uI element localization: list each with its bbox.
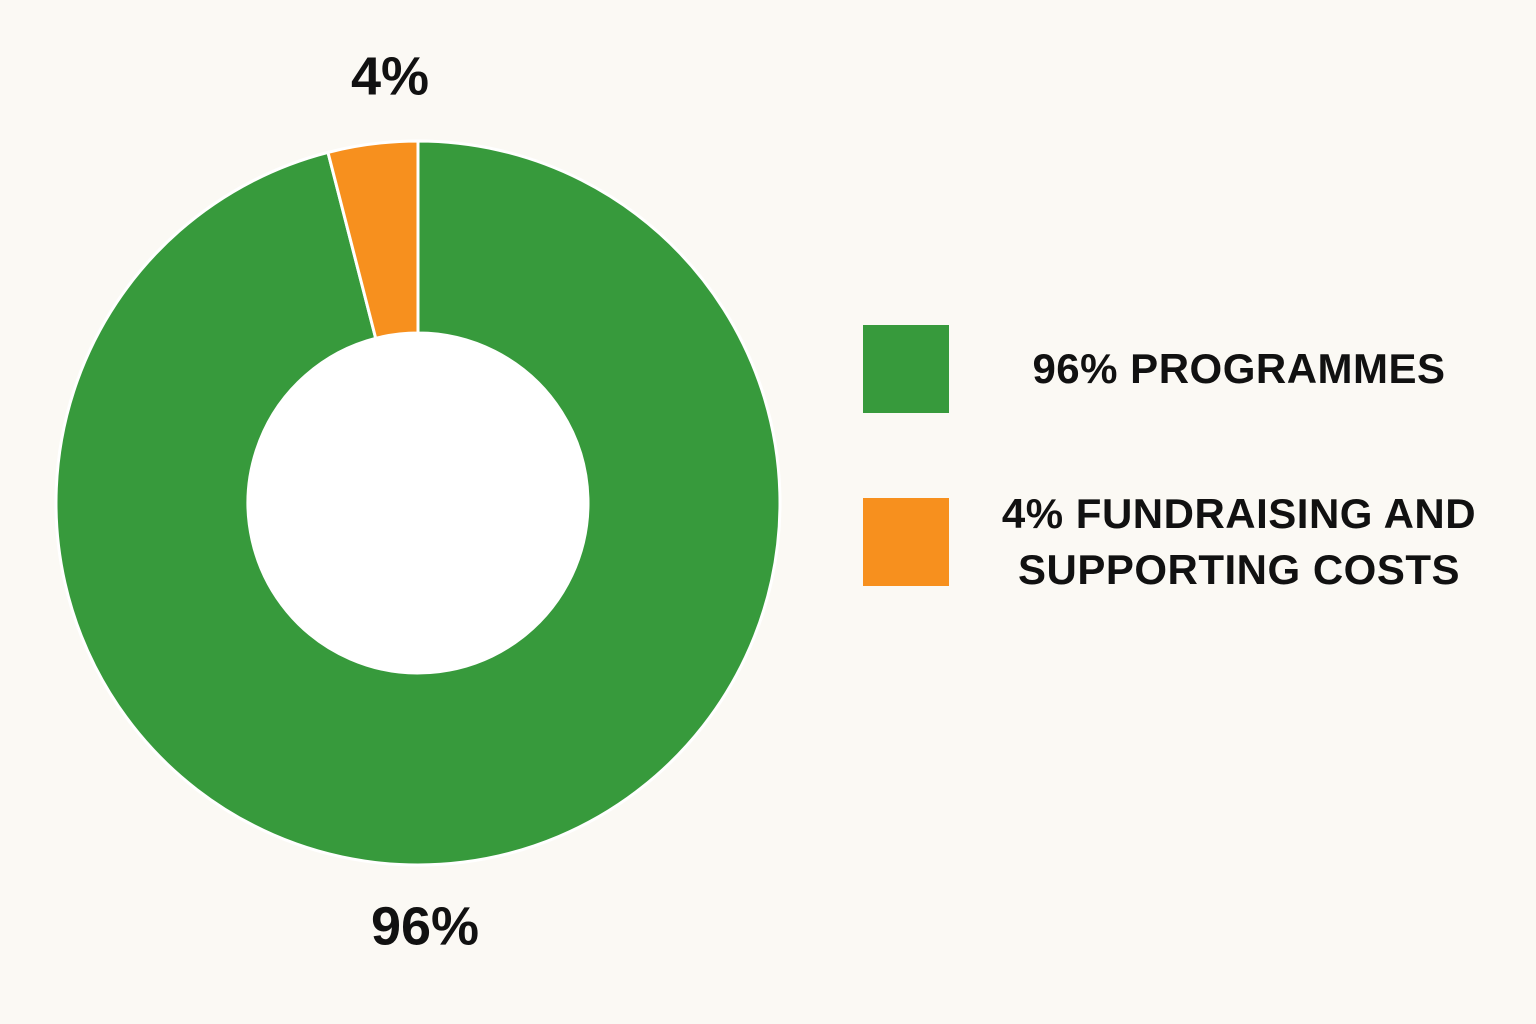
legend-swatch — [863, 325, 949, 413]
legend-swatch — [863, 498, 949, 586]
value-label: 4% — [351, 46, 429, 106]
legend-item: 4% FUNDRAISING AND SUPPORTING COSTS — [863, 486, 1503, 598]
donut-slice — [326, 139, 420, 341]
value-label: 96% — [371, 896, 479, 956]
donut-hole — [249, 334, 587, 672]
legend-label: 4% FUNDRAISING AND SUPPORTING COSTS — [1001, 490, 1477, 593]
donut-slice — [54, 139, 782, 867]
legend-item: 96% PROGRAMMES — [863, 325, 1503, 413]
legend-label: 96% PROGRAMMES — [1032, 345, 1446, 392]
